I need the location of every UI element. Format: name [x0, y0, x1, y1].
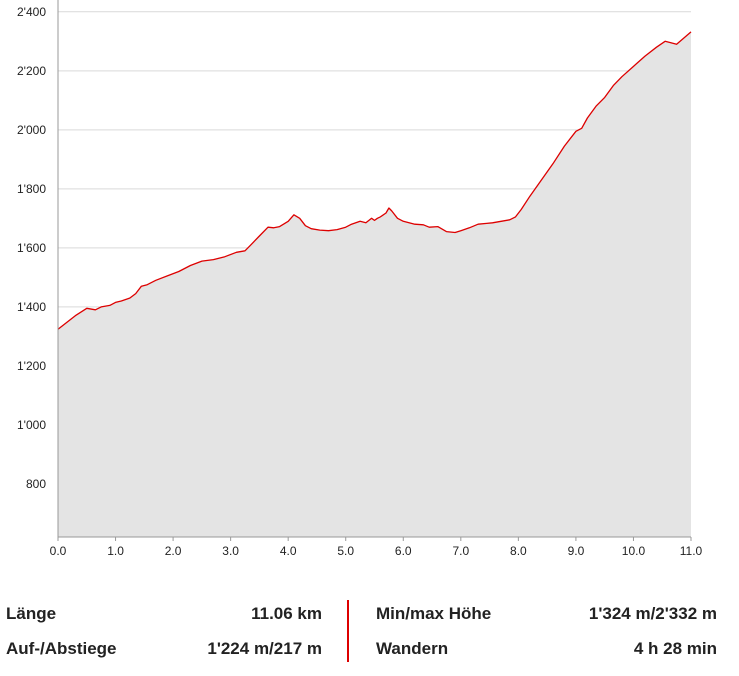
altitude-label: Min/max Höhe: [376, 604, 492, 623]
stats-panel: Länge 11.06 km Auf-/Abstiege 1'224 m/217…: [0, 596, 739, 666]
stats-divider: [347, 600, 349, 662]
y-tick-label: 2'200: [17, 64, 46, 78]
x-tick-label: 3.0: [222, 544, 239, 558]
altitude-value: 1'324 m/2'332 m: [588, 604, 717, 623]
x-tick-label: 4.0: [280, 544, 297, 558]
x-tick-label: 11.0: [680, 544, 703, 558]
length-value: 11.06 km: [251, 604, 322, 623]
y-tick-label: 1'600: [17, 241, 46, 255]
y-tick-label: 2'400: [17, 5, 46, 19]
elevation-line: [57, 31, 692, 330]
activity-value: 4 h 28 min: [633, 639, 717, 658]
y-tick-label: 1'400: [17, 300, 46, 314]
ascent-value: 1'224 m/217 m: [207, 639, 322, 658]
x-tick-label: 5.0: [337, 544, 354, 558]
x-tick-label: 10.0: [622, 544, 646, 558]
elevation-area: [58, 31, 691, 538]
y-tick-label: 1'200: [17, 359, 46, 373]
x-tick-label: 0.0: [50, 544, 67, 558]
y-tick-label: 2'000: [17, 123, 46, 137]
elevation-chart: 800 1'000 1'200 1'400 1'600 1'800 2'000 2'200 2'…: [17, 0, 703, 558]
activity-label: Wandern: [376, 639, 449, 658]
y-tick-label: 1'800: [17, 182, 46, 196]
x-tick-label: 9.0: [568, 544, 585, 558]
length-label: Länge: [6, 604, 57, 623]
y-tick-label: 800: [26, 477, 46, 491]
x-tick-label: 2.0: [165, 544, 182, 558]
ascent-label: Auf-/Abstiege: [6, 639, 117, 658]
x-tick-label: 7.0: [452, 544, 469, 558]
x-tick-label: 1.0: [107, 544, 124, 558]
x-tick-label: 6.0: [395, 544, 412, 558]
y-tick-label: 1'000: [17, 418, 46, 432]
x-tick-label: 8.0: [510, 544, 527, 558]
